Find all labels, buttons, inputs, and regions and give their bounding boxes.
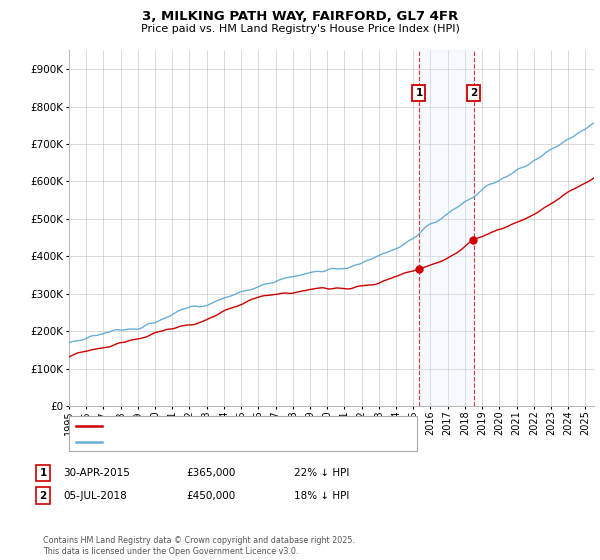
Text: Contains HM Land Registry data © Crown copyright and database right 2025.
This d: Contains HM Land Registry data © Crown c… (43, 536, 355, 556)
Text: £365,000: £365,000 (186, 468, 235, 478)
Text: 22% ↓ HPI: 22% ↓ HPI (294, 468, 349, 478)
Text: 2: 2 (40, 491, 47, 501)
Text: 3, MILKING PATH WAY, FAIRFORD, GL7 4FR (detached house): 3, MILKING PATH WAY, FAIRFORD, GL7 4FR (… (107, 421, 403, 431)
Text: 18% ↓ HPI: 18% ↓ HPI (294, 491, 349, 501)
Text: 3, MILKING PATH WAY, FAIRFORD, GL7 4FR: 3, MILKING PATH WAY, FAIRFORD, GL7 4FR (142, 10, 458, 22)
Text: 1: 1 (415, 88, 422, 98)
Text: 30-APR-2015: 30-APR-2015 (63, 468, 130, 478)
Text: 2: 2 (470, 88, 478, 98)
Text: 05-JUL-2018: 05-JUL-2018 (63, 491, 127, 501)
Bar (419, 50, 473, 406)
Text: £450,000: £450,000 (186, 491, 235, 501)
Text: 1: 1 (40, 468, 47, 478)
Text: HPI: Average price, detached house, Cotswold: HPI: Average price, detached house, Cots… (107, 437, 332, 447)
Text: Price paid vs. HM Land Registry's House Price Index (HPI): Price paid vs. HM Land Registry's House … (140, 24, 460, 34)
